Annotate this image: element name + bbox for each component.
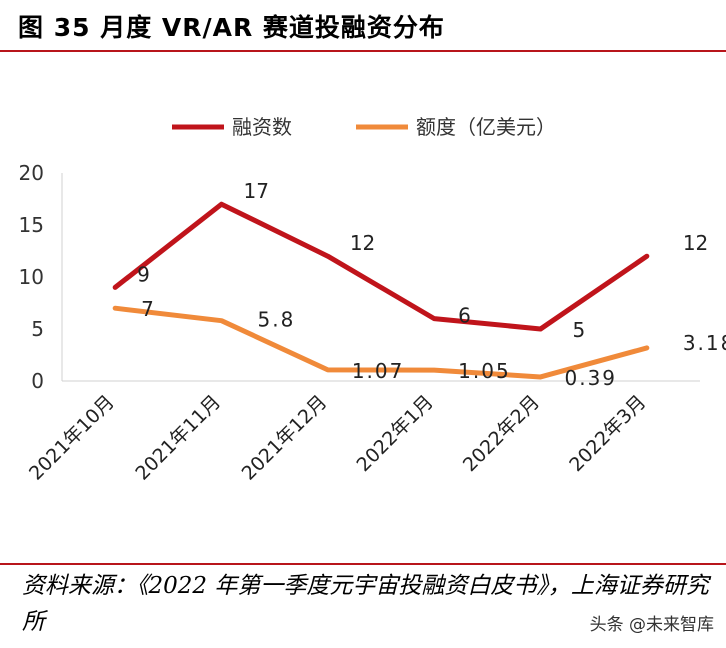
- x-tick-label: 2022年1月: [353, 391, 438, 476]
- data-label-count: 17: [244, 179, 269, 203]
- data-label-count: 12: [350, 231, 375, 255]
- watermark: 头条 @未来智库: [589, 615, 714, 635]
- x-tick-label: 2022年2月: [459, 391, 544, 476]
- y-tick-label: 0: [31, 369, 44, 393]
- y-tick-label: 10: [19, 265, 44, 289]
- data-label-amount: 7: [141, 297, 156, 321]
- data-label-amount: 1.07: [352, 359, 405, 383]
- data-label-count: 9: [137, 262, 150, 286]
- source-note: 资料来源：《2022 年第一季度元宇宙投融资白皮书》，上海证券研究所: [22, 573, 709, 635]
- data-label-count: 6: [458, 304, 471, 328]
- legend-label-amount: 额度（亿美元）: [416, 115, 556, 139]
- data-label-amount: 5.8: [258, 308, 296, 332]
- x-tick-label: 2021年10月: [25, 391, 119, 485]
- data-label-count: 12: [683, 231, 708, 255]
- x-tick-label: 2022年3月: [565, 391, 650, 476]
- y-tick-label: 5: [31, 317, 44, 341]
- figure-title: 图 35 月度 VR/AR 赛道投融资分布: [18, 13, 445, 42]
- series-line-count: [112, 201, 650, 332]
- series-line-amount: [112, 305, 650, 380]
- title-divider: [0, 50, 726, 52]
- data-label-amount: 1.05: [458, 359, 511, 383]
- data-label-amount: 3.18: [683, 331, 726, 355]
- x-tick-label: 2021年11月: [131, 391, 225, 485]
- data-label-amount: 0.39: [565, 366, 618, 390]
- data-label-count: 5: [573, 318, 586, 342]
- source-divider: [0, 563, 726, 565]
- y-tick-label: 15: [19, 213, 44, 237]
- legend-label-count: 融资数: [232, 115, 292, 139]
- y-tick-label: 20: [19, 161, 44, 185]
- x-tick-label: 2021年12月: [238, 391, 332, 485]
